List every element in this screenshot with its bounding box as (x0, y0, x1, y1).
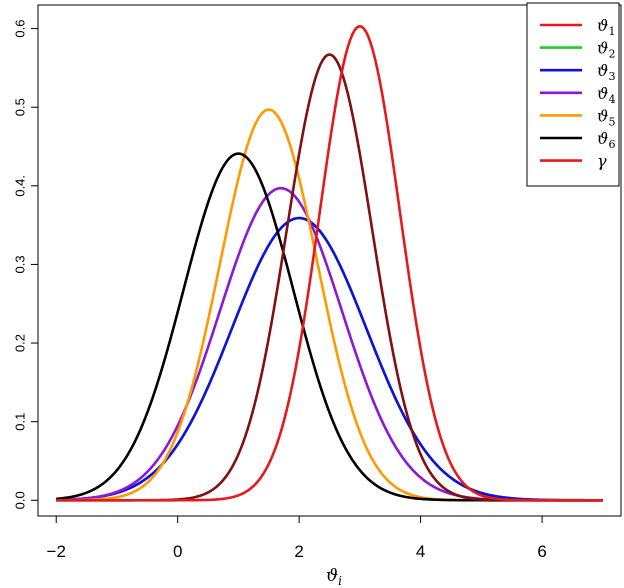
legend-label: ϑ4 (597, 84, 615, 106)
x-tick-label: 4 (416, 542, 425, 561)
series-line-2 (56, 216, 603, 502)
y-tick-label: 0.6 (13, 20, 28, 38)
series-line-3 (56, 216, 603, 502)
plot-frame (37, 4, 622, 517)
y-tick-label: 0.4. (13, 175, 28, 197)
series-line-4 (56, 186, 603, 502)
legend-label: γ (597, 152, 607, 171)
legend-label: ϑ2 (597, 39, 615, 61)
axes: −2 0 2 4 6 0.0 0.1 0.2 0.3 0.4. 0.5 0.6 (13, 4, 622, 561)
legend-label: ϑ1 (597, 16, 615, 38)
series-line-gamma (56, 25, 603, 502)
y-tick-label: 0.0 (13, 491, 28, 509)
y-tick-label: 0.3 (13, 255, 28, 273)
x-tick-label: 0 (173, 542, 182, 561)
x-tick-label: 2 (294, 542, 303, 561)
y-tick-label: 0.5 (13, 98, 28, 116)
x-axis-title: ϑi (326, 566, 342, 588)
x-tick-label: −2 (47, 542, 66, 561)
y-tick-label: 0.2 (13, 334, 28, 352)
y-tick-label: 0.1 (13, 413, 28, 431)
plot-area (56, 25, 603, 502)
series-line-6 (56, 152, 603, 502)
legend-label: ϑ6 (597, 129, 615, 151)
legend-label: ϑ3 (597, 61, 615, 83)
legend-box (526, 2, 620, 187)
x-tick-label: 6 (537, 542, 546, 561)
series-line-5 (56, 108, 603, 502)
legend-label: ϑ5 (597, 106, 615, 128)
